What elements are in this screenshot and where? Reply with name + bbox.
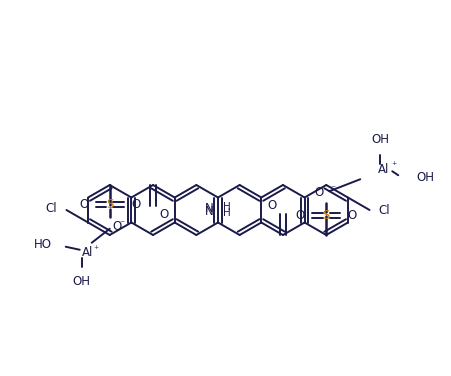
Text: OH: OH xyxy=(416,171,434,184)
Text: O: O xyxy=(131,198,140,211)
Text: Al: Al xyxy=(378,163,390,176)
Text: H: H xyxy=(223,202,231,211)
Text: Cl: Cl xyxy=(46,203,57,215)
Text: OH: OH xyxy=(371,133,389,146)
Text: ⁻: ⁻ xyxy=(120,219,125,229)
Text: O: O xyxy=(314,186,323,199)
Text: O: O xyxy=(295,209,305,222)
Text: N: N xyxy=(205,205,214,218)
Text: O: O xyxy=(79,198,88,211)
Text: OH: OH xyxy=(73,275,91,288)
Text: HO: HO xyxy=(34,238,52,251)
Text: Al: Al xyxy=(82,246,93,259)
Text: ⁺: ⁺ xyxy=(391,161,396,171)
Text: S: S xyxy=(322,209,330,222)
Text: ⁺: ⁺ xyxy=(94,245,99,255)
Text: ⁻: ⁻ xyxy=(330,184,336,194)
Text: O: O xyxy=(268,199,277,212)
Text: H: H xyxy=(223,209,231,218)
Text: N: N xyxy=(205,202,214,215)
Text: O: O xyxy=(113,220,122,233)
Text: Cl: Cl xyxy=(378,205,390,217)
Text: S: S xyxy=(106,198,114,211)
Text: O: O xyxy=(159,208,168,221)
Text: O: O xyxy=(348,209,357,222)
